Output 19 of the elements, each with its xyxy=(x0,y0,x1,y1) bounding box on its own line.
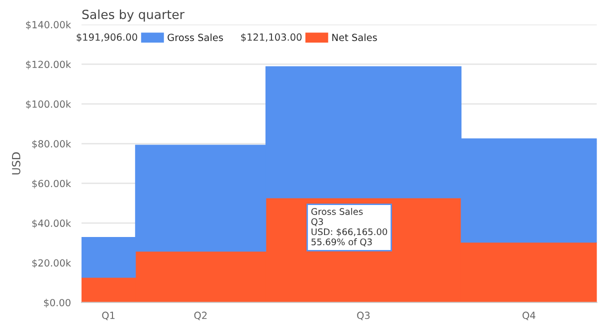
y-tick-label: $100.00k xyxy=(26,100,72,110)
y-tick-label: $0.00 xyxy=(44,298,70,308)
x-tick-label: Q4 xyxy=(522,312,536,320)
annotation: Gross Sales Q3 USD: $66,165.00 55.69% of Q3 xyxy=(311,208,388,246)
y-tick-label: $80.00k xyxy=(32,140,72,149)
y-tick-label: $40.00k xyxy=(32,219,72,228)
x-tick-label: Q1 xyxy=(102,312,115,320)
annotation: $191,906.00 xyxy=(76,33,138,42)
y-tick-label: $120.00k xyxy=(26,60,72,70)
x-tick-label: Q2 xyxy=(194,312,207,320)
annotation: $121,103.00 xyxy=(241,33,302,42)
x-tick-label: Q3 xyxy=(357,312,370,320)
y-tick-label: $60.00k xyxy=(32,180,72,188)
chart-title: Sales by quarter xyxy=(82,9,184,22)
legend-label: Gross Sales xyxy=(168,34,223,42)
y-tick-label: $20.00k xyxy=(32,259,72,268)
legend-label: Net Sales xyxy=(332,34,377,42)
y-tick-label: $140.00k xyxy=(26,20,72,30)
y-axis-title: USD xyxy=(12,152,20,174)
